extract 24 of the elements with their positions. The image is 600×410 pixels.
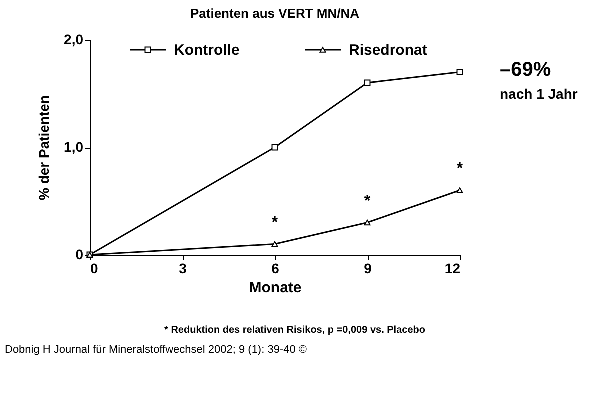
text: –69%: [500, 59, 552, 81]
annotation: *: [272, 214, 279, 232]
point: [272, 241, 278, 248]
point: [456, 188, 464, 194]
x-tick-label: 0: [90, 260, 98, 276]
x-tick-label: 9: [364, 260, 372, 276]
chart-title: Patienten aus VERT MN/NA: [190, 6, 360, 21]
x-tick-label: 6: [272, 260, 280, 276]
annotation: *: [364, 192, 372, 210]
text: * Reduktion des relativen Risikos, p =0,009 vs. Placebo: [164, 325, 426, 336]
point: [456, 69, 464, 76]
legend-label: Risedronat: [349, 42, 428, 59]
legend-label: Kontrolle: [174, 42, 240, 59]
x-tick-label: 3: [179, 260, 188, 276]
y-tick-label: 0: [76, 246, 84, 262]
y-tick-label: 1,0: [64, 139, 84, 155]
text: Dobnig H Journal für Mineralstoffwechsel 2002; 9 (1): 39-40 ©: [5, 344, 308, 356]
text: nach 1 Jahr: [500, 86, 578, 102]
point: [364, 220, 371, 226]
annotation: *: [456, 160, 464, 178]
x-tick-label: 12: [444, 260, 461, 276]
y-axis-title: % der Patienten: [36, 95, 52, 201]
y-tick-label: 2,0: [64, 32, 84, 48]
x-axis-title: Monate: [249, 280, 302, 296]
